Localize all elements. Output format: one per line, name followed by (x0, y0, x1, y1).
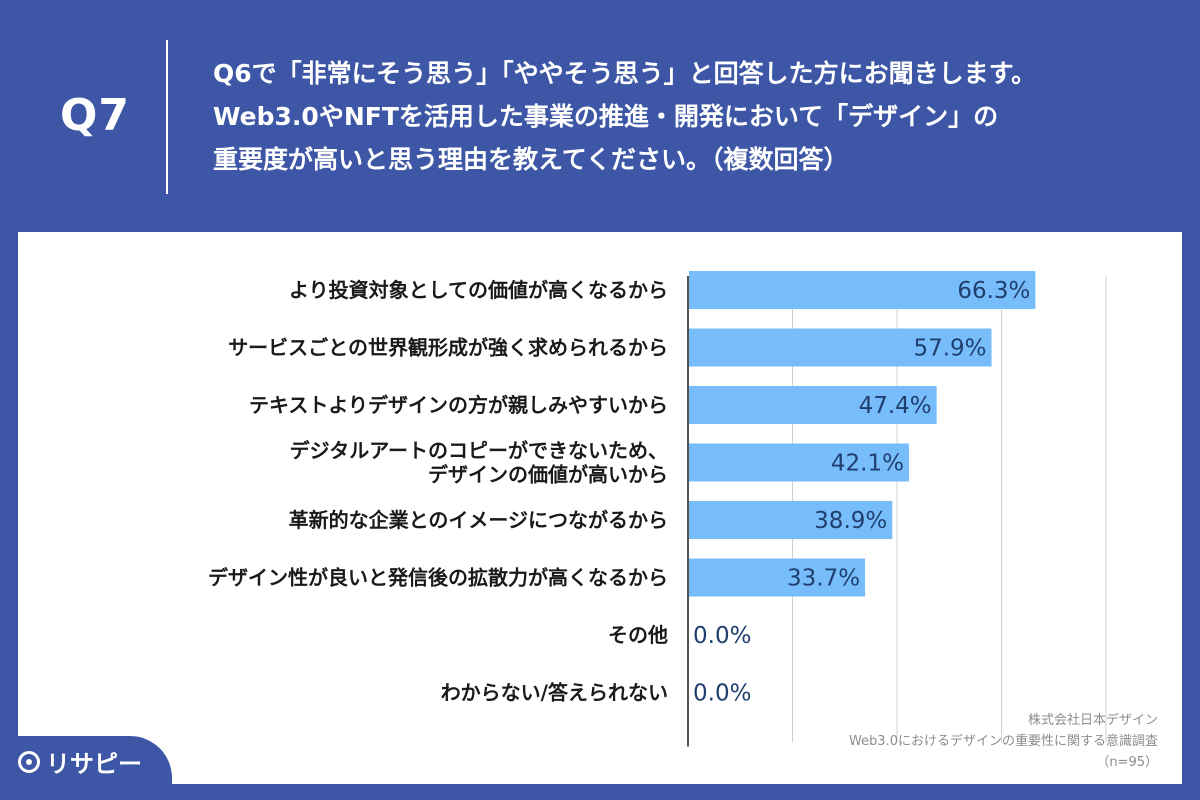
brand-logo: リサピー (18, 744, 142, 779)
source-note: 株式会社日本デザイン Web3.0におけるデザインの重要性に関する意識調査 （n… (849, 710, 1158, 773)
data-label: 42.1% (831, 451, 904, 477)
chart-panel: 66.3% より投資対象としての価値が高くなるから 57.9% サービスごとの世界観形… (18, 232, 1182, 784)
bar (689, 558, 866, 597)
header: Q7 Q6で「非常にそう思う」「ややそう思う」と回答した方にお聞きします。 We… (0, 0, 1200, 232)
question-line-3: 重要度が高いと思う理由を教えてください。（複数回答） (213, 145, 849, 174)
data-label: 0.0% (693, 681, 751, 707)
bar (689, 501, 893, 539)
data-label: 33.7% (787, 566, 860, 592)
logo-text: リサピー (46, 750, 142, 778)
data-label: 66.3% (957, 278, 1030, 304)
category-label: その他 (608, 623, 668, 647)
data-label: 57.9% (913, 336, 986, 362)
question-number: Q7 (60, 90, 131, 141)
question-line-2: Web3.0やNFTを活用した事業の推進・開発において「デザイン」の (213, 102, 999, 131)
question-line-1: Q6で「非常にそう思う」「ややそう思う」と回答した方にお聞きします。 (213, 59, 1037, 88)
category-label: デジタルアートのコピーができないため、 (290, 439, 668, 463)
bar (689, 271, 1036, 309)
source-company: 株式会社日本デザイン (1027, 713, 1158, 728)
logo-pin-icon (18, 750, 40, 773)
source-sample: （n=95） (1096, 755, 1158, 770)
bar (689, 328, 992, 367)
category-label: テキストよりデザインの方が親しみやすいから (249, 393, 668, 417)
question-text: Q6で「非常にそう思う」「ややそう思う」と回答した方にお聞きします。 Web3.… (213, 52, 1188, 181)
category-label: より投資対象としての価値が高くなるから (289, 278, 668, 302)
category-label: 革新的な企業とのイメージにつながるから (289, 508, 668, 532)
category-label: サービスごとの世界観形成が強く求められるから (228, 336, 668, 360)
bar (689, 443, 909, 482)
data-label: 47.4% (859, 393, 932, 419)
data-label: 0.0% (693, 623, 751, 649)
category-label: デザイン性が良いと発信後の拡散力が高くなるから (208, 566, 668, 590)
header-divider (166, 40, 168, 194)
bar (689, 386, 937, 424)
source-survey: Web3.0におけるデザインの重要性に関する意識調査 (848, 734, 1158, 749)
category-label: デザインの価値が高いから (428, 463, 668, 487)
category-label: わからない/答えられない (441, 681, 668, 705)
bar-chart: 66.3% より投資対象としての価値が高くなるから 57.9% サービスごとの世界観形… (208, 271, 1107, 747)
data-label: 38.9% (814, 508, 887, 534)
